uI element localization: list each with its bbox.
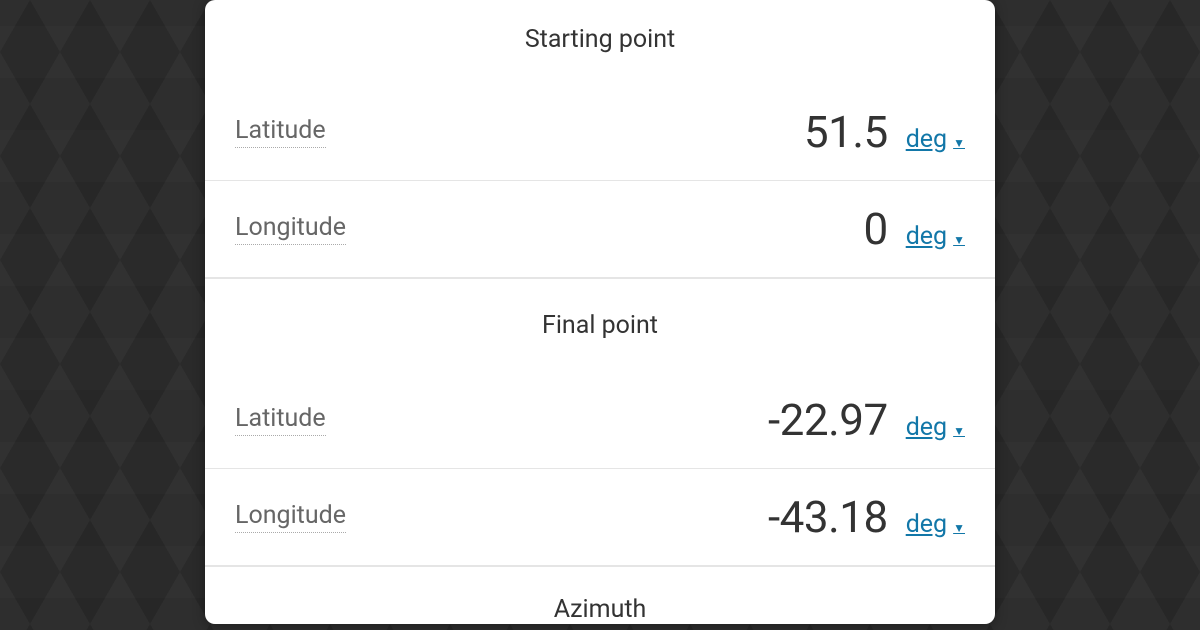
- calculator-card: Starting point Latitude 51.5 deg ▼ Longi…: [205, 0, 995, 624]
- unit-label: deg: [906, 510, 947, 539]
- value-group-start-latitude: 51.5 deg ▼: [804, 106, 965, 158]
- value-final-longitude[interactable]: -43.18: [768, 491, 888, 543]
- label-final-longitude[interactable]: Longitude: [235, 501, 346, 533]
- value-final-latitude[interactable]: -22.97: [768, 394, 888, 446]
- chevron-down-icon: ▼: [953, 233, 965, 247]
- label-final-latitude[interactable]: Latitude: [235, 404, 326, 436]
- unit-label: deg: [906, 125, 947, 154]
- unit-select-final-longitude[interactable]: deg ▼: [906, 510, 965, 539]
- value-group-start-longitude: 0 deg ▼: [863, 203, 965, 255]
- row-final-latitude: Latitude -22.97 deg ▼: [205, 372, 995, 469]
- section-title-starting-point: Starting point: [205, 0, 995, 84]
- section-title-final-point: Final point: [205, 279, 995, 372]
- value-start-longitude[interactable]: 0: [863, 203, 887, 255]
- label-start-longitude[interactable]: Longitude: [235, 213, 346, 245]
- chevron-down-icon: ▼: [953, 136, 965, 150]
- unit-label: deg: [906, 222, 947, 251]
- label-start-latitude[interactable]: Latitude: [235, 116, 326, 148]
- row-start-longitude: Longitude 0 deg ▼: [205, 181, 995, 278]
- unit-label: deg: [906, 413, 947, 442]
- unit-select-final-latitude[interactable]: deg ▼: [906, 413, 965, 442]
- unit-select-start-latitude[interactable]: deg ▼: [906, 125, 965, 154]
- section-title-azimuth: Azimuth: [205, 567, 995, 624]
- unit-select-start-longitude[interactable]: deg ▼: [906, 222, 965, 251]
- value-group-final-latitude: -22.97 deg ▼: [768, 394, 965, 446]
- value-start-latitude[interactable]: 51.5: [804, 106, 888, 158]
- row-final-longitude: Longitude -43.18 deg ▼: [205, 469, 995, 566]
- row-start-latitude: Latitude 51.5 deg ▼: [205, 84, 995, 181]
- value-group-final-longitude: -43.18 deg ▼: [768, 491, 965, 543]
- chevron-down-icon: ▼: [953, 521, 965, 535]
- chevron-down-icon: ▼: [953, 424, 965, 438]
